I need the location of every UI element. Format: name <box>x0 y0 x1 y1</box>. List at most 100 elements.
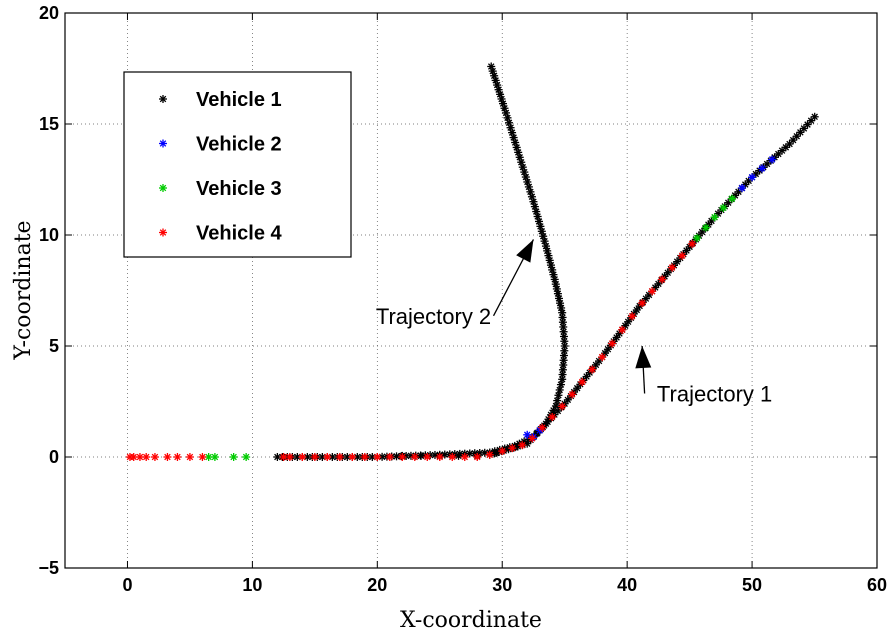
data-point <box>448 453 457 461</box>
y-tick-label: −5 <box>38 558 59 578</box>
segment-vehicle-4 <box>125 239 697 461</box>
data-point <box>348 453 357 461</box>
data-point <box>229 453 238 461</box>
annotation-1: Trajectory 2 <box>376 239 535 329</box>
data-point <box>198 453 207 461</box>
trajectory-point <box>558 375 567 384</box>
trajectory-point <box>778 146 787 155</box>
legend-label: Vehicle 2 <box>196 134 282 156</box>
annotations: Trajectory 2 Trajectory 1 <box>376 239 772 407</box>
data-point <box>518 441 527 450</box>
ticks <box>65 12 878 569</box>
annotation-2: Trajectory 1 <box>635 345 772 407</box>
trajectory-point <box>487 62 496 71</box>
data-point <box>323 453 332 461</box>
legend-box <box>123 71 352 258</box>
data-point <box>417 451 426 460</box>
legend-marker <box>159 228 167 237</box>
data-point <box>491 448 500 457</box>
legend: Vehicle 1 Vehicle 2 Vehicle 3 Vehicle 4 <box>123 71 352 258</box>
data-point <box>473 453 482 461</box>
data-point <box>638 299 647 308</box>
data-point <box>373 453 382 461</box>
trajectory-point <box>556 380 565 389</box>
data-layer <box>125 62 819 461</box>
trajectory-point <box>551 280 560 289</box>
data-point <box>398 453 407 461</box>
annotation-label: Trajectory 2 <box>376 304 491 329</box>
legend-marker <box>159 139 167 148</box>
legend-item-4: Vehicle 4 <box>159 223 282 245</box>
data-point <box>435 453 444 461</box>
data-point <box>508 444 517 453</box>
data-point <box>738 183 747 192</box>
y-tick-label: 20 <box>39 3 59 23</box>
data-point <box>758 164 767 173</box>
data-point <box>185 453 194 461</box>
trajectory-point <box>503 113 512 122</box>
data-point <box>210 453 219 461</box>
trajectory-point <box>803 120 812 129</box>
legend-label: Vehicle 4 <box>196 223 282 245</box>
data-point <box>688 239 697 248</box>
data-point <box>485 450 494 459</box>
x-tick-label: 60 <box>867 575 887 595</box>
data-point <box>588 365 597 374</box>
tick-labels: 0 10 20 30 40 50 60 −5 0 5 10 15 20 <box>38 3 887 595</box>
trajectory-point <box>810 112 819 121</box>
x-tick-label: 50 <box>742 575 762 595</box>
y-tick-label: 15 <box>39 114 59 134</box>
segment-vehicle-3 <box>204 453 251 461</box>
data-point <box>385 453 394 461</box>
trajectory-point <box>500 104 509 113</box>
data-point <box>558 402 567 411</box>
trajectory-point <box>744 176 753 185</box>
trajectory-point <box>603 345 612 354</box>
trajectory-point <box>553 289 562 298</box>
x-tick-label: 10 <box>242 575 262 595</box>
data-point <box>678 251 687 260</box>
data-point <box>768 155 777 164</box>
plot-frame <box>64 12 878 569</box>
data-point <box>598 353 607 362</box>
data-point <box>285 453 294 461</box>
trajectory-point <box>555 385 564 394</box>
data-point <box>528 434 537 443</box>
segment-vehicle-3 <box>693 194 737 242</box>
data-point <box>628 312 637 321</box>
data-point <box>568 390 577 399</box>
data-point <box>310 453 319 461</box>
data-point <box>142 453 151 461</box>
x-axis-title: X-coordinate <box>400 608 542 633</box>
data-point <box>298 453 307 461</box>
y-tick-label: 0 <box>49 447 59 467</box>
data-point <box>658 275 667 284</box>
data-point <box>608 339 617 348</box>
data-point <box>423 453 432 461</box>
x-tick-label: 30 <box>492 575 512 595</box>
data-point <box>693 233 702 242</box>
trajectory-point <box>552 284 561 293</box>
x-tick-label: 40 <box>617 575 637 595</box>
data-point <box>668 263 677 272</box>
data-point <box>748 173 757 182</box>
y-axis-title: Y-coordinate <box>11 220 36 360</box>
data-point <box>578 377 587 386</box>
data-point <box>618 325 627 334</box>
data-point <box>360 453 369 461</box>
trajectory-point <box>353 453 362 461</box>
trajectory-point <box>557 303 566 312</box>
y-tick-label: 5 <box>49 336 59 356</box>
legend-label: Vehicle 3 <box>196 178 282 200</box>
trajectory-point <box>558 308 567 317</box>
data-point <box>150 453 159 461</box>
data-point <box>498 447 507 456</box>
data-point <box>728 194 737 203</box>
y-tick-label: 10 <box>39 225 59 245</box>
data-point <box>242 453 251 461</box>
annotation-arrow-head <box>516 239 534 263</box>
data-point <box>173 453 182 461</box>
legend-marker <box>159 95 167 103</box>
x-tick-label: 0 <box>122 575 132 595</box>
